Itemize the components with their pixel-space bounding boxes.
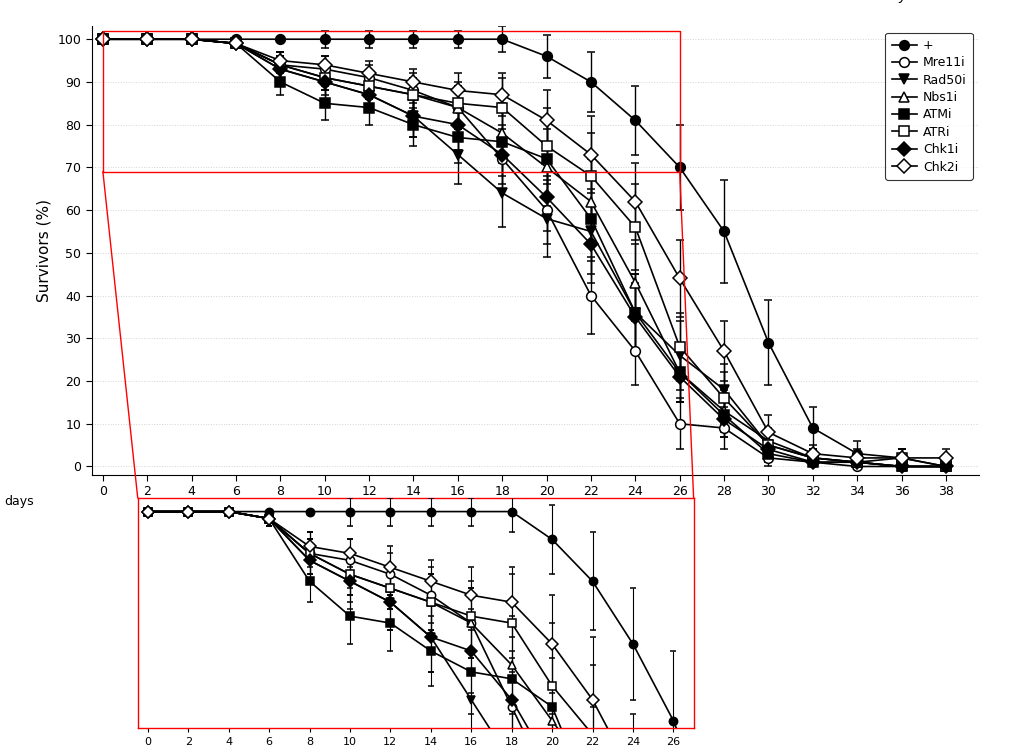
Text: days: days: [4, 495, 34, 508]
Y-axis label: Survivors (%): Survivors (%): [37, 199, 52, 302]
Legend: +, Mre11i, Rad50i, Nbs1i, ATMi, ATRi, Chk1i, Chk2i: +, Mre11i, Rad50i, Nbs1i, ATMi, ATRi, Ch…: [884, 32, 972, 179]
Text: 29°C  $\it{Myo}^{ts}$>$\it{GFP}$: 29°C $\it{Myo}^{ts}$>$\it{GFP}$: [843, 0, 965, 6]
